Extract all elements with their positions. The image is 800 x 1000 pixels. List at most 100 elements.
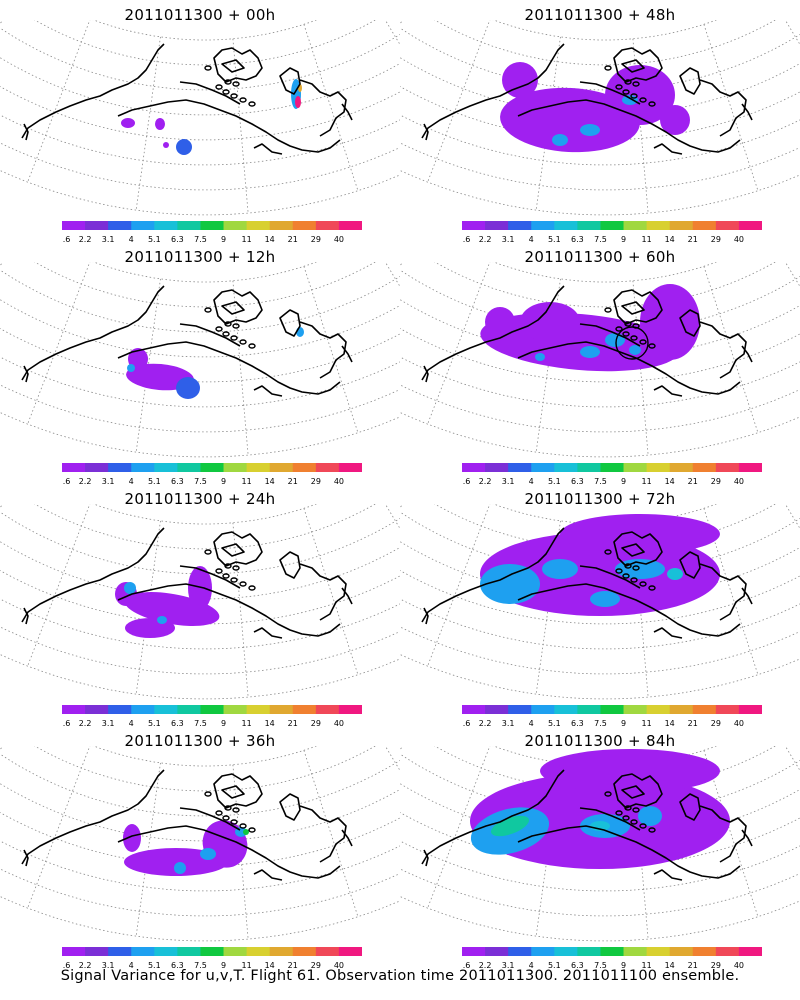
longitude-line [0,20,4,25]
variance-contour [155,118,165,130]
coastline [23,365,29,383]
island-outline [622,573,630,579]
colorbar-label: 21 [288,235,298,244]
colorbar-swatch [462,705,486,714]
map-panel: 2011011300 + 48h 1.6 2.2 3.1 4 5.1 6.3 7.5 9 11 14… [400,0,800,250]
variance-field [480,514,720,616]
island-outline [622,815,630,821]
longitude-line [232,280,249,456]
coastline [517,825,741,879]
colorbar-swatch [623,221,648,230]
coastline [613,289,663,325]
colorbar-label: 3.1 [102,961,115,970]
longitude-line [135,36,161,211]
coastline [699,805,747,863]
island-outline [624,563,632,569]
longitude-line [427,504,491,667]
coastlines [421,43,753,155]
colorbar-label: 3.1 [102,719,115,728]
colorbar-swatch [623,463,648,472]
colorbar-swatch [108,221,132,230]
variance-field [480,284,700,372]
coastline [21,527,165,623]
island-outline [215,810,223,816]
coastline [679,793,701,821]
island-outline [624,79,632,85]
colorbar: 1.6 2.2 3.1 4 5.1 6.3 7.5 9 11 14 21 29 40 [62,463,362,486]
island-outline [204,65,212,71]
colorbar-label: 11 [642,719,652,728]
colorbar-swatch [177,463,201,472]
island-outline [248,585,256,591]
latitude-line [0,57,400,116]
variance-contour [667,568,683,580]
latitude-line [0,114,400,166]
panel-title: 2011011300 + 72h [524,490,676,508]
colorbar-label: 11 [642,235,652,244]
island-outline [204,307,212,313]
longitude-line [0,504,4,509]
coastline [299,563,347,621]
coastline [423,607,429,625]
colorbar-label: 11 [242,719,252,728]
latitude-line [0,356,400,408]
island-outline [232,807,240,813]
coastline [421,285,565,381]
colorbar-label: 29 [311,235,321,244]
colorbar-label: 4 [129,719,134,728]
island-outline [615,568,623,574]
colorbar-swatch [200,947,224,956]
island-outline [248,343,256,349]
island-outline [232,81,240,87]
variance-contour [542,559,578,579]
colorbar-swatch [292,705,317,714]
colorbar-swatch [531,705,555,714]
colorbar-label: 40 [734,719,744,728]
colorbar-label: 9 [221,235,226,244]
colorbar-swatch [177,221,201,230]
coastline [741,103,753,121]
colorbar-swatch [223,463,248,472]
longitude-line [384,746,400,772]
island-outline [622,89,630,95]
map-panel: 2011011300 + 12h 1.6 2.2 3.1 4 5.1 6.3 7.5 9 11 14… [0,242,400,492]
colorbar-swatch [692,705,717,714]
latitude-line [0,142,400,191]
coastline [279,67,301,95]
colorbar-swatch [131,705,155,714]
colorbar-swatch [715,947,740,956]
coastline [213,289,263,325]
latitude-line [92,20,318,41]
coastline [253,385,283,397]
figure-caption: Signal Variance for u,v,T. Flight 61. Ob… [60,968,740,984]
island-outline [204,549,212,555]
longitude-line [384,262,400,288]
colorbar-swatch [108,947,132,956]
colorbar-label: 4 [529,719,534,728]
coastline [253,869,283,881]
colorbar-label: 29 [311,719,321,728]
longitude-line [27,20,91,183]
coastline [653,869,683,881]
coastline [299,321,347,379]
longitude-line [27,746,91,909]
latitude-line [0,27,400,91]
colorbar-label: 9 [621,961,626,970]
polar-map [400,746,800,942]
island-outline [204,791,212,797]
colorbar-swatch [554,705,578,714]
colorbar: 1.6 2.2 3.1 4 5.1 6.3 7.5 9 11 14 21 29 40 [462,947,762,970]
longitude-line [303,508,359,675]
coastline [699,563,747,621]
graticule [0,504,400,700]
colorbar-label: 14 [265,235,275,244]
coastline [253,143,283,155]
colorbar-label: 7.5 [194,477,207,486]
colorbar-label: 29 [711,719,721,728]
longitude-line [384,20,400,46]
colorbar-swatch [715,463,740,472]
colorbar-swatch [85,705,109,714]
variance-contour [580,124,600,136]
colorbar-label: 29 [711,477,721,486]
variance-contour [200,848,216,860]
